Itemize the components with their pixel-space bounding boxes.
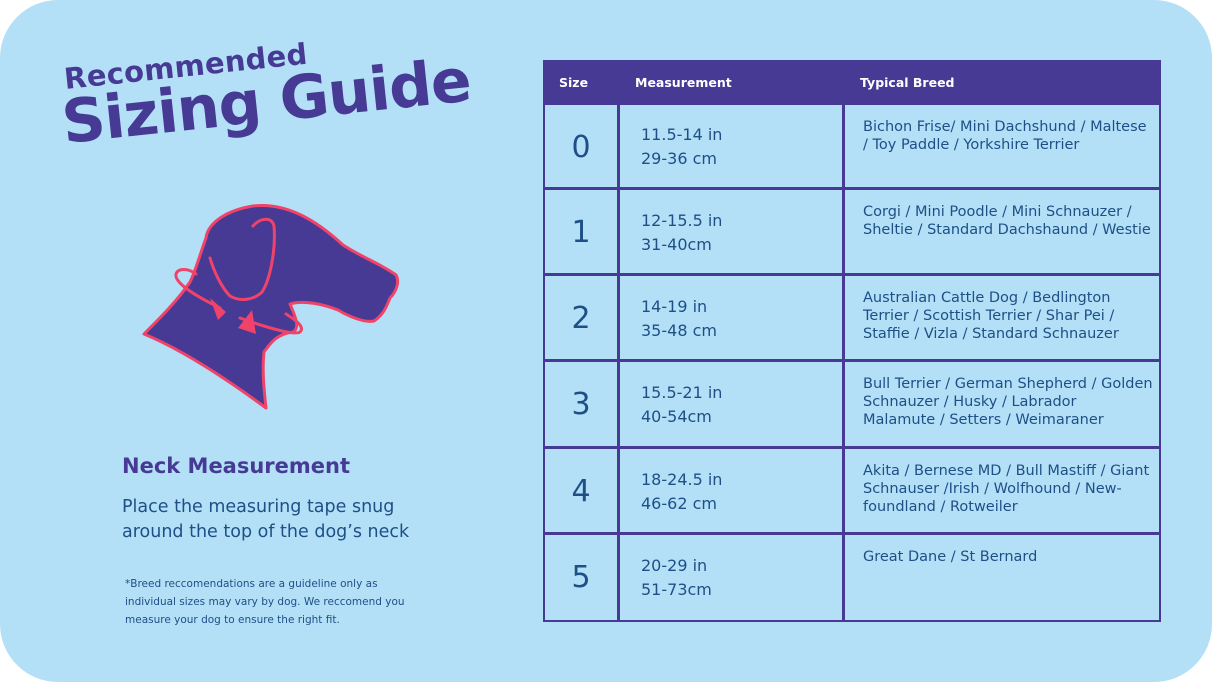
measurement-inches: 14-19 in <box>641 296 708 316</box>
measurement-cell: 20-29 in 51-73cm <box>641 535 712 620</box>
measurement-cm: 35-48 cm <box>641 320 717 340</box>
breed-cell: Bull Terrier / German Shepherd / Golden … <box>863 376 1153 428</box>
measurement-cm: 51-73cm <box>641 579 712 599</box>
measurement-cm: 46-62 cm <box>641 493 717 513</box>
breed-footnote: *Breed reccomendations are a guideline o… <box>125 578 405 626</box>
size-cell: 3 <box>571 387 591 422</box>
measurement-cell: 11.5-14 in 29-36 cm <box>641 105 722 189</box>
table-row: 3 15.5-21 in 40-54cm Bull Terrier / Germ… <box>545 359 1159 447</box>
measurement-cm: 29-36 cm <box>641 149 717 168</box>
measurement-inches: 11.5-14 in <box>641 125 723 144</box>
size-cell: 2 <box>571 301 591 336</box>
table-row: 0 11.5-14 in 29-36 cm Bichon Frise/ Mini… <box>545 102 1159 189</box>
measurement-inches: 15.5-21 in <box>641 382 723 402</box>
measurement-inches: 20-29 in <box>641 555 708 575</box>
header-typical-breed: Typical Breed <box>860 75 955 90</box>
table-row: 5 20-29 in 51-73cm Great Dane / St Berna… <box>545 532 1159 620</box>
size-cell: 0 <box>571 129 591 165</box>
dog-head-icon <box>138 200 408 419</box>
measurement-cm: 40-54cm <box>641 406 712 426</box>
breed-cell: Australian Cattle Dog / Bedlington Terri… <box>863 290 1119 342</box>
size-cell: 5 <box>571 560 591 595</box>
measurement-cell: 12-15.5 in 31-40cm <box>641 190 722 275</box>
neck-measurement-title: Neck Measurement <box>122 454 351 478</box>
measurement-cm: 31-40cm <box>641 234 712 254</box>
measurement-inches: 18-24.5 in <box>641 469 723 489</box>
size-cell: 4 <box>571 474 591 509</box>
breed-cell: Corgi / Mini Poodle / Mini Schnauzer / S… <box>863 204 1151 238</box>
table-header: Size Measurement Typical Breed <box>545 62 1159 102</box>
breed-cell: Great Dane / St Bernard <box>863 549 1038 565</box>
size-cell: 1 <box>571 215 591 250</box>
measurement-cell: 15.5-21 in 40-54cm <box>641 362 722 447</box>
header-measurement: Measurement <box>635 75 732 90</box>
measurement-inches: 12-15.5 in <box>641 210 723 230</box>
table-row: 1 12-15.5 in 31-40cm Corgi / Mini Poodle… <box>545 187 1159 275</box>
measurement-cell: 18-24.5 in 46-62 cm <box>641 449 722 534</box>
breed-cell: Akita / Bernese MD / Bull Mastiff / Gian… <box>863 463 1150 515</box>
measurement-cell: 14-19 in 35-48 cm <box>641 276 717 361</box>
table-row: 2 14-19 in 35-48 cm Australian Cattle Do… <box>545 273 1159 361</box>
neck-measurement-description: Place the measuring tape snug around the… <box>122 497 410 542</box>
header-size: Size <box>559 75 589 90</box>
table-row: 4 18-24.5 in 46-62 cm Akita / Bernese MD… <box>545 446 1159 534</box>
breed-cell: Bichon Frise/ Mini Dachshund / Maltese /… <box>863 119 1147 153</box>
sizing-table: Size Measurement Typical Breed 0 11.5-14… <box>543 60 1161 622</box>
